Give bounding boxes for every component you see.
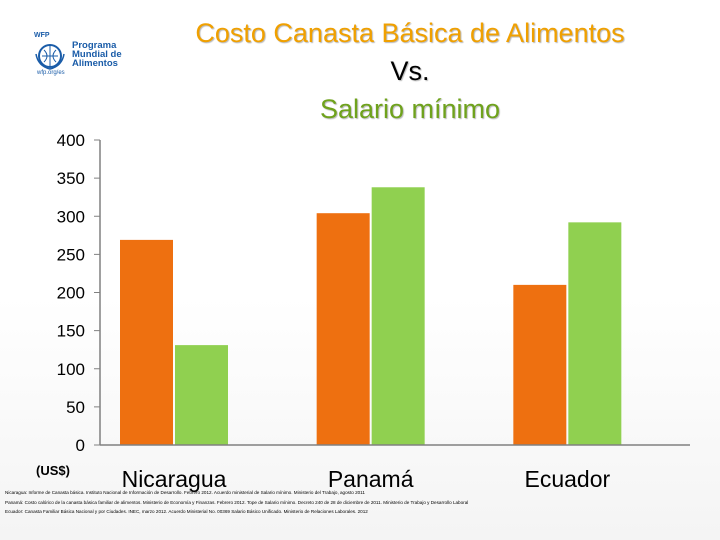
logo-url: wfp.org/es <box>37 70 65 76</box>
bar-canasta-nicaragua <box>120 239 173 445</box>
wfp-emblem-icon <box>35 44 65 70</box>
wfp-logo: WFP Programa Mundial de Alimentos wfp.or… <box>30 32 130 80</box>
x-tick-label: Nicaragua <box>122 466 227 492</box>
x-tick-label: Ecuador <box>524 466 610 492</box>
y-tick-label: 200 <box>57 284 85 303</box>
y-tick-label: 350 <box>57 169 85 188</box>
y-tick-label: 400 <box>57 131 85 150</box>
y-tick-label: 150 <box>57 322 85 341</box>
bar-salario-ecuador <box>568 222 622 445</box>
sources-footnote: Nicaragua: Informe de Canasta básica. In… <box>5 488 717 517</box>
title-line-2: Vs. <box>390 56 430 86</box>
bar-chart: 400 350 300 250 200 150 100 50 0 Nicaragua Panamá… <box>57 131 690 492</box>
y-axis-unit-label: (US$) <box>36 463 70 478</box>
bar-canasta-ecuador <box>513 284 567 445</box>
title-line-3: Salario mínimo <box>319 94 501 124</box>
bar-salario-nicaragua <box>175 345 228 445</box>
x-tick-label: Panamá <box>328 466 414 492</box>
bar-canasta-panamá <box>316 213 370 445</box>
y-tick-label: 0 <box>76 436 85 455</box>
y-tick-label: 100 <box>57 360 85 379</box>
y-tick-label: 250 <box>57 245 85 264</box>
bar-salario-panamá <box>371 187 425 445</box>
source-line: Nicaragua: Informe de Canasta básica. In… <box>5 490 365 495</box>
source-line: Ecuador: Canasta Familiar Básica Naciona… <box>5 509 368 514</box>
source-line: Panamá: Costo calórico de la canasta bás… <box>5 499 469 505</box>
logo-acronym: WFP <box>34 32 50 39</box>
logo-name-line: Programa <box>72 40 117 51</box>
y-tick-label: 50 <box>66 398 85 417</box>
chart-title: Costo Canasta Básica de Alimentos Vs. Sa… <box>120 14 700 128</box>
y-tick-label: 300 <box>57 207 85 226</box>
logo-name-line: Alimentos <box>72 58 118 69</box>
title-line-1: Costo Canasta Básica de Alimentos <box>195 18 625 48</box>
logo-name: Programa Mundial de Alimentos <box>72 40 122 69</box>
logo-name-line: Mundial de <box>72 49 122 60</box>
